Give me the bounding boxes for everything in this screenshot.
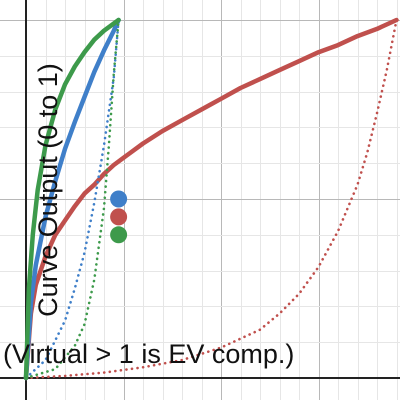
series-solid-2 <box>23 17 121 381</box>
point-marker-2 <box>110 226 128 244</box>
annotation-text: (Virtual > 1 is EV comp.) <box>3 339 294 369</box>
series-dotted-1 <box>24 18 398 380</box>
series-dotted-3 <box>24 18 120 380</box>
series-solid-0 <box>23 17 399 381</box>
y-axis-label: Curve Output (0 to 1) <box>33 63 63 317</box>
series-dotted-5 <box>24 18 120 380</box>
series-solid-4 <box>23 17 121 381</box>
marker-layer <box>110 190 128 244</box>
point-marker-0 <box>110 190 128 208</box>
point-marker-1 <box>110 208 128 226</box>
series-layer <box>23 17 399 381</box>
